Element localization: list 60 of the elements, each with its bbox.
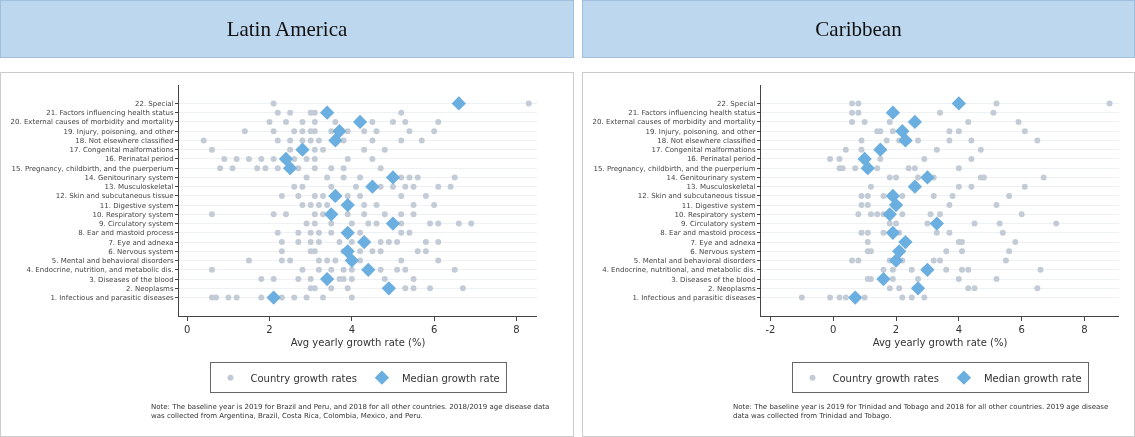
legend-label: Median growth rate (983, 372, 1082, 384)
point (451, 96, 466, 111)
point (848, 290, 863, 305)
point (357, 234, 372, 250)
chart-title: Latin America (0, 0, 574, 58)
point (907, 179, 923, 194)
point (361, 262, 376, 277)
point (282, 160, 298, 176)
point (266, 290, 281, 305)
point (876, 271, 891, 287)
x-tick-label: 4 (348, 324, 356, 335)
x-axis-title: Avg yearly growth rate (%) (872, 336, 1008, 348)
point (885, 188, 901, 204)
point (898, 133, 913, 148)
x-tick-label: 2 (892, 324, 900, 335)
point (385, 216, 401, 231)
x-tick-label: 6 (430, 324, 438, 335)
point (340, 197, 355, 213)
point (365, 179, 380, 194)
point (929, 216, 945, 231)
x-axis-title: Avg yearly growth rate (%) (290, 336, 426, 348)
point (910, 281, 926, 296)
point (920, 262, 935, 277)
x-tick-label: 6 (1018, 324, 1025, 335)
x-tick-label: 8 (1081, 324, 1088, 335)
x-tick-label: 2 (266, 324, 273, 335)
point (352, 114, 368, 130)
point (328, 133, 343, 148)
point (324, 207, 339, 222)
point (319, 271, 335, 287)
chart-title: Caribbean (582, 0, 1135, 58)
point (340, 225, 355, 241)
legend-label: Country growth rates (250, 372, 357, 384)
point (319, 105, 335, 120)
point (898, 234, 913, 250)
legend-label: Country growth rates (832, 372, 939, 384)
point (344, 253, 359, 268)
x-tick-label: 0 (184, 324, 191, 335)
point (295, 142, 310, 157)
point (888, 253, 904, 268)
x-tick-label: 8 (513, 324, 520, 335)
x-tick-label: 4 (955, 324, 963, 335)
point (332, 124, 347, 139)
point (907, 114, 923, 130)
x-tick-label: -2 (765, 324, 776, 335)
point (381, 281, 397, 296)
point (860, 160, 875, 176)
point (328, 188, 343, 204)
point (882, 207, 897, 222)
x-tick-label: 0 (830, 324, 837, 335)
point (885, 105, 901, 120)
point (951, 96, 966, 111)
legend-label: Median growth rate (401, 372, 500, 384)
point (873, 142, 888, 157)
point (888, 197, 904, 213)
point (920, 170, 935, 185)
point (278, 151, 294, 167)
point (340, 244, 355, 259)
point (385, 170, 401, 185)
point (885, 225, 901, 241)
